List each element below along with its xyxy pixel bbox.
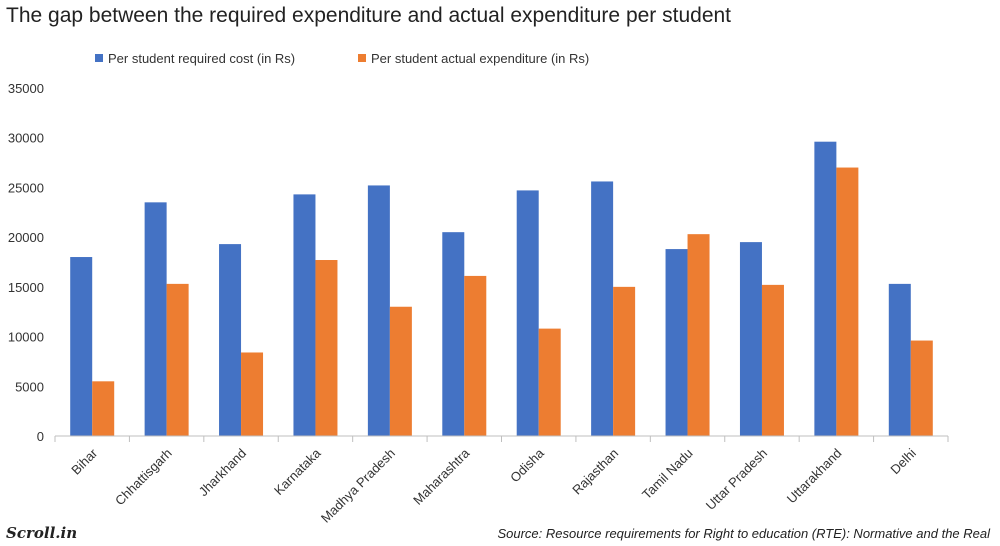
bar-series2-delhi — [910, 340, 933, 436]
bar-series1-rajasthan — [591, 181, 614, 436]
x-axis: Bihar Chhattisgarh Jharkhand KarnatakaMadhy… — [54, 435, 949, 526]
legend-label-2: Per student actual expenditure (in Rs) — [371, 51, 589, 66]
bars — [70, 141, 933, 437]
y-tick-label: 20000 — [8, 230, 44, 245]
bar-series2-maharashtra — [464, 275, 487, 436]
y-tick-label: 0 — [37, 429, 44, 444]
y-tick-label: 25000 — [8, 180, 44, 195]
x-tick-label: Odisha — [507, 445, 547, 485]
bar-series2-odisha — [538, 328, 561, 436]
bar-series1-delhi — [888, 283, 911, 436]
chart-title: The gap between the required expenditure… — [6, 4, 732, 27]
bar-series1-karnataka — [293, 194, 316, 436]
legend-swatch-1 — [95, 54, 103, 62]
x-tick-label: Uttarakhand — [784, 446, 845, 507]
bar-series1-chhattisgarh — [144, 202, 167, 436]
bar-series2-karnataka — [315, 260, 338, 436]
bar-series2-jharkhand — [241, 352, 264, 436]
bar-series1-uttarakhand — [814, 141, 837, 437]
x-tick-label: Maharashtra — [410, 445, 473, 508]
bar-series1-uttar-pradesh — [739, 242, 762, 436]
bar-series2-bihar — [92, 381, 115, 436]
source-note: Source: Resource requirements for Right … — [497, 526, 990, 541]
x-tick-label: Jharkhand — [196, 446, 250, 500]
legend: Per student required cost (in Rs) Per stu… — [95, 51, 589, 66]
x-tick-label: Bihar — [68, 445, 101, 478]
y-tick-label: 5000 — [15, 379, 44, 394]
bar-series1-maharashtra — [442, 232, 465, 436]
x-tick-label: Karnataka — [271, 445, 324, 498]
legend-swatch-2 — [358, 54, 366, 62]
bar-series2-madhya-pradesh — [389, 306, 412, 436]
bar-series2-rajasthan — [613, 286, 636, 436]
bar-series2-chhattisgarh — [166, 283, 189, 436]
bar-series1-madhya-pradesh — [367, 185, 390, 436]
brand-logo: Scroll.in — [6, 524, 78, 542]
x-tick-label: Tamil Nadu — [639, 446, 696, 503]
y-tick-label: 35000 — [8, 81, 44, 96]
x-tick-label: Madhya Pradesh — [318, 446, 398, 526]
bar-series2-uttarakhand — [836, 167, 859, 437]
y-axis: 0 5000 10000 15000 20000 25000 30000 35000 — [8, 81, 44, 444]
legend-label-1: Per student required cost (in Rs) — [108, 51, 295, 66]
x-tick-label: Uttar Pradesh — [703, 446, 770, 513]
x-tick-label: Chhattisgarh — [112, 446, 175, 509]
x-tick-label: Delhi — [887, 445, 919, 477]
bar-series2-uttar-pradesh — [761, 284, 784, 436]
y-tick-label: 10000 — [8, 330, 44, 345]
bar-series1-odisha — [516, 190, 539, 436]
bar-series2-tamil-nadu — [687, 234, 710, 436]
bar-series1-tamil-nadu — [665, 249, 688, 436]
y-tick-label: 15000 — [8, 280, 44, 295]
y-tick-label: 30000 — [8, 131, 44, 146]
bar-series1-bihar — [70, 257, 93, 436]
x-tick-label: Rajasthan — [569, 446, 621, 498]
bar-series1-jharkhand — [219, 244, 242, 436]
